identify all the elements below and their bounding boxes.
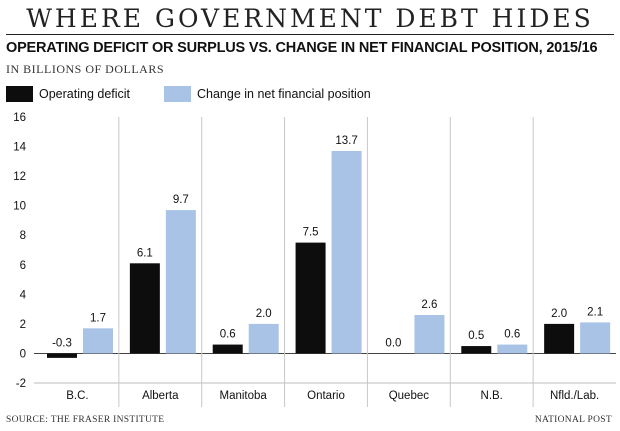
data-label-operating: 0.6	[220, 329, 236, 341]
category-label: Manitoba	[219, 390, 267, 402]
data-label-net-position: 2.1	[587, 306, 603, 318]
bar-operating-deficit	[544, 323, 575, 354]
data-label-net-position: 13.7	[335, 135, 357, 147]
legend-label-operating: Operating deficit	[39, 87, 131, 101]
chart-subtitle: OPERATING DEFICIT OR SURPLUS VS. CHANGE …	[6, 40, 598, 56]
data-label-operating: 6.1	[137, 247, 153, 259]
bar-operating-deficit	[47, 353, 77, 358]
data-label-operating: 2.0	[551, 308, 567, 320]
category-label: N.B.	[481, 390, 503, 402]
bar-net-financial-position	[497, 344, 528, 354]
bar-net-financial-position	[83, 328, 113, 354]
data-label-net-position: 0.6	[504, 329, 520, 341]
y-tick-label: 14	[13, 142, 26, 154]
legend-swatch-net-position	[164, 86, 191, 102]
source-note: SOURCE: THE FRASER INSTITUTE	[6, 415, 165, 425]
bar-net-financial-position	[580, 322, 611, 354]
data-label-operating: 0.0	[385, 337, 401, 349]
y-tick-label: -2	[16, 378, 26, 390]
category-label: Alberta	[142, 390, 179, 402]
banner-rule	[6, 34, 614, 35]
data-label-operating: 0.5	[468, 330, 484, 342]
category-label: Quebec	[389, 390, 430, 402]
units-label: IN BILLIONS OF DOLLARS	[6, 62, 164, 76]
banner-title: WHERE GOVERNMENT DEBT HIDES	[26, 4, 594, 33]
data-label-operating: -0.3	[52, 337, 72, 349]
y-tick-label: 0	[20, 348, 26, 360]
bar-net-financial-position	[248, 323, 279, 354]
bar-operating-deficit	[129, 263, 160, 354]
data-label-net-position: 2.6	[421, 299, 437, 311]
y-tick-label: 12	[13, 171, 26, 183]
credit-note: NATIONAL POST	[534, 415, 612, 425]
data-label-net-position: 1.7	[90, 312, 106, 324]
y-tick-label: 2	[20, 319, 26, 331]
y-tick-label: 4	[20, 289, 27, 301]
legend-label-net-position: Change in net financial position	[197, 87, 371, 101]
bar-net-financial-position	[331, 150, 362, 354]
bar-operating-deficit	[212, 344, 243, 354]
bar-net-financial-position	[414, 315, 445, 354]
y-tick-label: 6	[20, 260, 26, 272]
y-tick-label: 16	[13, 112, 26, 124]
category-label: Nfld./Lab.	[550, 390, 599, 402]
data-label-net-position: 9.7	[173, 194, 189, 206]
data-label-net-position: 2.0	[256, 308, 272, 320]
y-tick-label: 10	[13, 201, 26, 213]
bar-operating-deficit	[295, 242, 326, 354]
y-tick-label: 8	[20, 230, 26, 242]
bar-operating-deficit	[461, 346, 492, 354]
category-label: Ontario	[307, 390, 345, 402]
category-label: B.C.	[66, 390, 88, 402]
bar-net-financial-position	[165, 210, 196, 354]
legend-swatch-operating	[6, 86, 33, 102]
data-label-operating: 7.5	[303, 227, 319, 239]
